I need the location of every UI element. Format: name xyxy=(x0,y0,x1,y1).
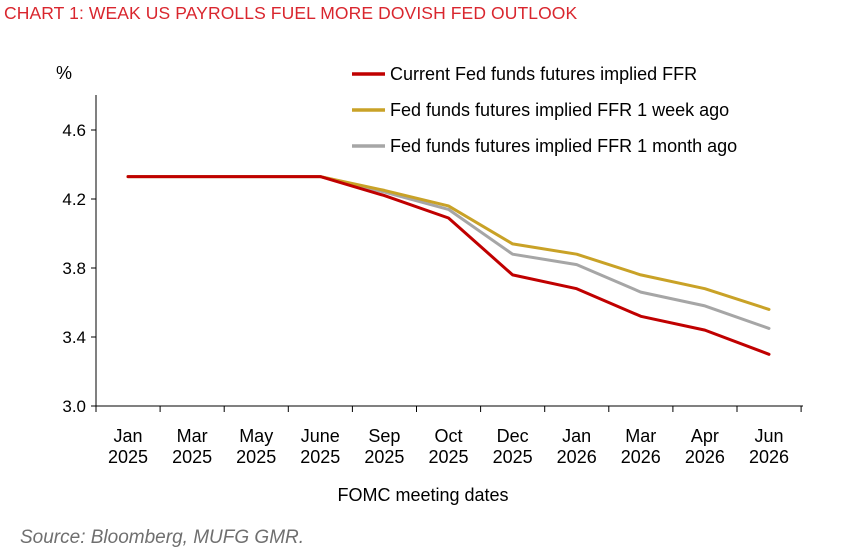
x-tick-label-year: 2025 xyxy=(236,447,276,467)
x-tick-label-year: 2025 xyxy=(428,447,468,467)
x-tick-label-month: June xyxy=(301,426,340,446)
x-tick-label-year: 2025 xyxy=(108,447,148,467)
y-tick-label: 4.6 xyxy=(62,121,86,140)
y-tick-label: 4.2 xyxy=(62,190,86,209)
series-week-ago-line xyxy=(126,175,771,311)
x-tick-label-month: Mar xyxy=(625,426,656,446)
x-tick-label-year: 2026 xyxy=(749,447,789,467)
plot-lines xyxy=(126,175,771,356)
series-month-ago-line xyxy=(126,175,771,330)
source-note: Source: Bloomberg, MUFG GMR. xyxy=(20,527,305,548)
x-tick-label-year: 2025 xyxy=(172,447,212,467)
x-tick-label-month: Dec xyxy=(497,426,529,446)
y-ticks: 3.0 3.4 3.8 4.2 4.6 xyxy=(62,121,96,416)
x-tick-label-month: Apr xyxy=(691,426,719,446)
y-axis-label: % xyxy=(56,63,72,83)
legend-label: Fed funds futures implied FFR 1 month ag… xyxy=(390,136,737,156)
series-current-line xyxy=(126,175,771,356)
y-tick-label: 3.0 xyxy=(62,397,86,416)
x-tick-label-month: Oct xyxy=(434,426,462,446)
x-tick-label-month: Sep xyxy=(368,426,400,446)
x-tick-label-month: Jun xyxy=(754,426,783,446)
x-ticks: Jan2025Mar2025May2025June2025Sep2025Oct2… xyxy=(95,406,802,467)
legend-label: Current Fed funds futures implied FFR xyxy=(390,64,697,84)
legend-item-week-ago: Fed funds futures implied FFR 1 week ago xyxy=(352,100,729,120)
x-tick-label-year: 2025 xyxy=(364,447,404,467)
axes xyxy=(95,95,803,407)
x-tick-label-year: 2026 xyxy=(621,447,661,467)
legend-item-month-ago: Fed funds futures implied FFR 1 month ag… xyxy=(352,136,737,156)
x-tick-label-year: 2025 xyxy=(493,447,533,467)
legend: Current Fed funds futures implied FFR Fed… xyxy=(352,64,737,156)
y-tick-label: 3.8 xyxy=(62,259,86,278)
x-tick-label-year: 2026 xyxy=(685,447,725,467)
x-tick-label-month: Mar xyxy=(177,426,208,446)
legend-item-current: Current Fed funds futures implied FFR xyxy=(352,64,697,84)
x-axis-label: FOMC meeting dates xyxy=(337,485,508,505)
x-tick-label-month: Jan xyxy=(113,426,142,446)
legend-label: Fed funds futures implied FFR 1 week ago xyxy=(390,100,729,120)
x-tick-label-month: Jan xyxy=(562,426,591,446)
x-tick-label-year: 2025 xyxy=(300,447,340,467)
chart-svg: % Current Fed funds futures implied FFR F… xyxy=(56,63,803,505)
chart-title: CHART 1: WEAK US PAYROLLS FUEL MORE DOVI… xyxy=(4,3,578,23)
y-tick-label: 3.4 xyxy=(62,328,86,347)
x-tick-label-year: 2026 xyxy=(557,447,597,467)
x-tick-label-month: May xyxy=(239,426,273,446)
